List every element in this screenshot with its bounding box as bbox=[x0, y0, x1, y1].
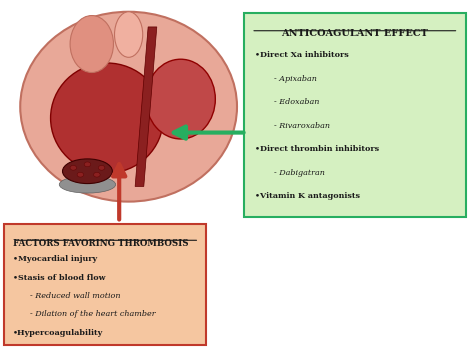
FancyBboxPatch shape bbox=[4, 224, 206, 345]
Text: •Myocardial injury: •Myocardial injury bbox=[13, 255, 97, 263]
Text: •Direct Xa inhibitors: •Direct Xa inhibitors bbox=[255, 52, 349, 60]
Polygon shape bbox=[135, 27, 157, 187]
Ellipse shape bbox=[84, 162, 91, 167]
Ellipse shape bbox=[59, 176, 116, 193]
Ellipse shape bbox=[98, 165, 105, 170]
Text: - Apixaban: - Apixaban bbox=[274, 75, 317, 83]
Ellipse shape bbox=[70, 16, 113, 72]
Ellipse shape bbox=[77, 172, 83, 177]
Ellipse shape bbox=[93, 172, 100, 177]
Ellipse shape bbox=[146, 59, 215, 139]
Ellipse shape bbox=[20, 12, 237, 201]
Text: - Edoxaban: - Edoxaban bbox=[274, 98, 319, 106]
Ellipse shape bbox=[63, 159, 112, 184]
Ellipse shape bbox=[70, 165, 76, 170]
Text: - Rivaroxaban: - Rivaroxaban bbox=[274, 122, 330, 130]
Text: •Vitamin K antagonists: •Vitamin K antagonists bbox=[255, 192, 360, 200]
Text: •Stasis of blood flow: •Stasis of blood flow bbox=[13, 274, 106, 282]
FancyBboxPatch shape bbox=[244, 14, 465, 217]
Text: •Direct thrombin inhibitors: •Direct thrombin inhibitors bbox=[255, 145, 379, 153]
Text: - Dilation of the heart chamber: - Dilation of the heart chamber bbox=[30, 310, 155, 318]
Text: - Dabigatran: - Dabigatran bbox=[274, 169, 325, 177]
Ellipse shape bbox=[115, 12, 143, 57]
Text: ANTICOAGULANT EFFECT: ANTICOAGULANT EFFECT bbox=[282, 29, 428, 38]
Ellipse shape bbox=[51, 63, 164, 173]
Text: •Hypercoagulability: •Hypercoagulability bbox=[13, 329, 103, 337]
Text: FACTORS FAVORING THROMBOSIS: FACTORS FAVORING THROMBOSIS bbox=[13, 239, 189, 248]
Text: - Reduced wall motion: - Reduced wall motion bbox=[30, 292, 120, 300]
